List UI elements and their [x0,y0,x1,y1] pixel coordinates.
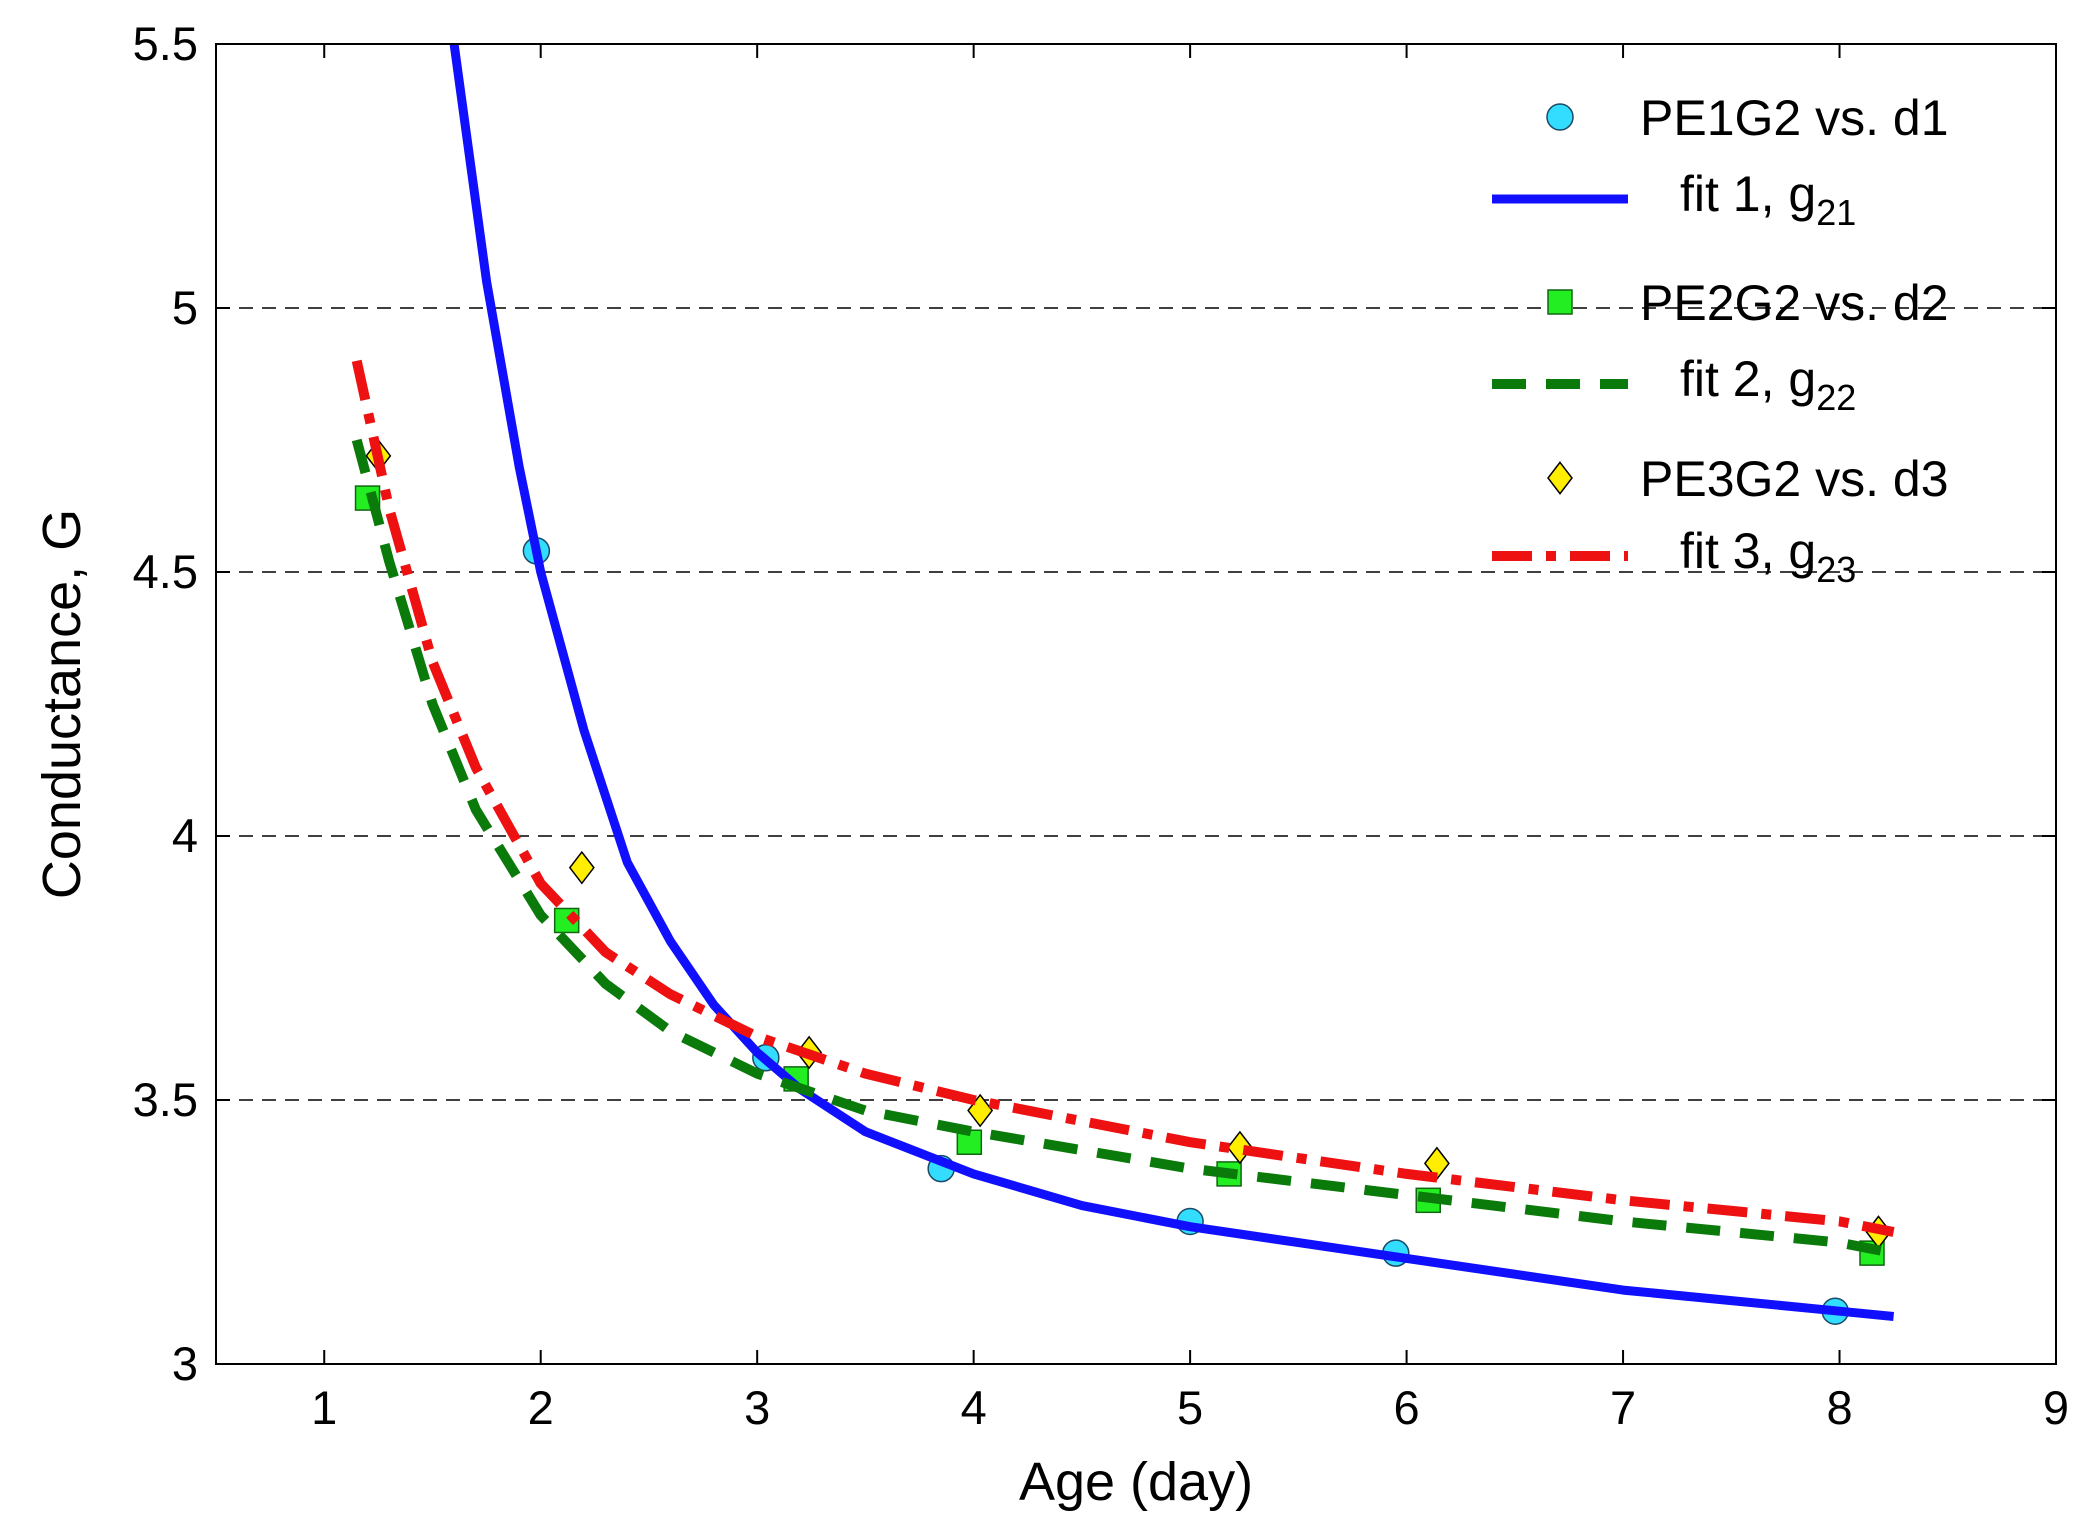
x-tick-label: 4 [961,1381,987,1434]
fit-line-dashed [351,438,1895,1259]
grid-lines [216,307,2056,1101]
plot-area [216,44,2056,1364]
data-point-diamond [1226,1130,1253,1165]
fit-line-dashdot [351,359,1895,1237]
x-axis-label: Age (day) [1019,1452,1253,1512]
axes-box [215,43,2057,1365]
x-tick-label: 7 [1610,1381,1636,1434]
x-tick-label: 1 [311,1381,337,1434]
y-axis-label: Conductance, G [32,509,92,899]
x-tick-label: 8 [1826,1381,1852,1434]
y-tick-label: 4 [172,809,198,862]
legend-label: PE1G2 vs. d1 [1640,90,1949,146]
x-tick-label: 9 [2043,1381,2069,1434]
y-tick-label: 3.5 [133,1073,198,1126]
legend-label: PE3G2 vs. d3 [1640,451,1949,507]
y-tick-label: 3 [172,1337,198,1390]
y-tick-label: 5 [172,281,198,334]
y-tick-label: 5.5 [133,17,198,70]
legend-marker-diamond [1547,461,1573,495]
series-layer [351,44,1895,1325]
data-point-diamond [568,850,595,885]
axis-ticks: 33.544.555.51 2 3 4 5 6 7 8 9 [133,17,2069,1434]
x-tick-label: 5 [1177,1381,1203,1434]
fit-line-solid [449,44,1895,1321]
x-tick-label: 3 [744,1381,770,1434]
legend-subscript: 21 [1816,192,1856,233]
legend-marker-circle [1546,103,1574,131]
legend-subscript: 23 [1816,549,1856,590]
x-tick-label: 6 [1394,1381,1420,1434]
x-tick-label: 2 [528,1381,554,1434]
legend-label: PE2G2 vs. d2 [1640,275,1949,331]
y-tick-label: 4.5 [133,545,198,598]
legend-marker-square [1547,289,1573,315]
legend-subscript: 22 [1816,377,1856,418]
